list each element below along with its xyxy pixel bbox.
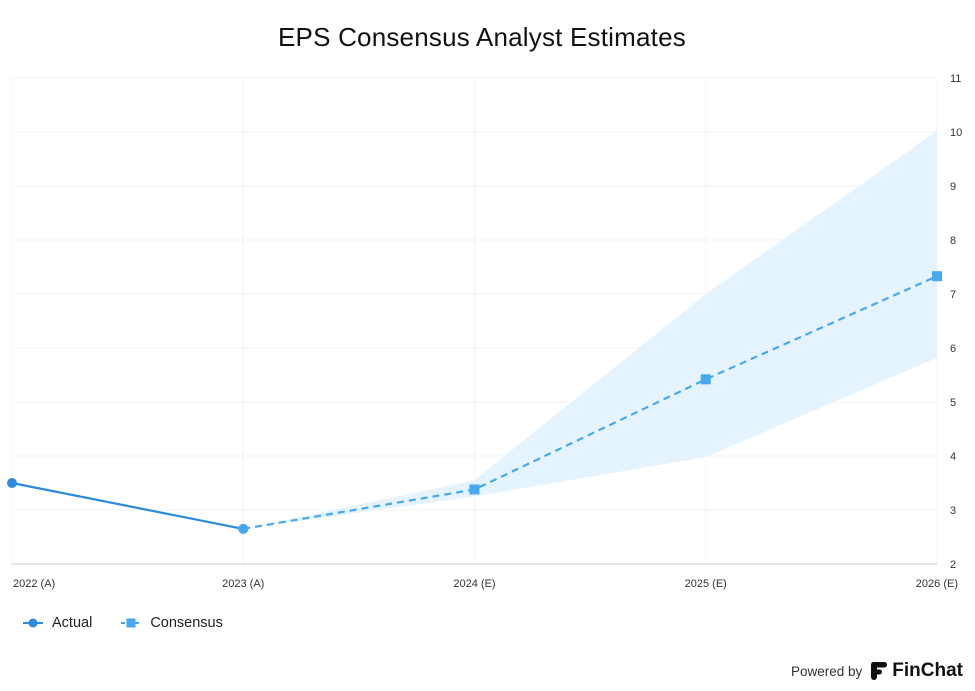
legend-actual-label: Actual <box>52 615 93 631</box>
finchat-logo[interactable]: FinChat <box>870 660 963 682</box>
series-line-actual <box>11 481 244 530</box>
x-tick-label-2: 2024 (E) <box>453 578 495 590</box>
y-tick-label-3: 5 <box>950 397 956 409</box>
data-point-consensus-2[interactable] <box>469 484 480 495</box>
x-tick-label-1: 2023 (A) <box>222 578 264 590</box>
legend-actual-icon <box>23 618 43 628</box>
y-tick-label-4: 6 <box>950 343 956 355</box>
finchat-logo-icon <box>871 662 888 680</box>
legend-item-actual[interactable]: Actual <box>22 615 92 631</box>
series-line-consensus <box>243 275 938 530</box>
y-tick-label-1: 3 <box>950 505 956 517</box>
x-tick-label-0: 2022 (A) <box>13 578 55 590</box>
legend-consensus-label: Consensus <box>150 615 223 631</box>
legend-consensus-icon <box>121 618 142 628</box>
data-point-consensus-3[interactable] <box>700 374 711 385</box>
powered-by: Powered by FinChat <box>791 660 963 682</box>
data-point-consensus-4[interactable] <box>932 271 942 282</box>
y-tick-label-2: 4 <box>950 451 956 463</box>
y-tick-label-0: 2 <box>950 559 956 571</box>
y-tick-label-5: 7 <box>950 289 956 301</box>
powered-by-text: Powered by <box>790 663 863 679</box>
chart-legend: Actual Consensus <box>22 615 223 631</box>
legend-item-consensus[interactable]: Consensus <box>120 615 223 631</box>
y-tick-label-9: 11 <box>950 73 961 85</box>
x-tick-label-4: 2026 (E) <box>916 578 958 590</box>
finchat-brand-text: FinChat <box>892 660 963 681</box>
y-tick-label-6: 8 <box>950 235 956 247</box>
y-tick-label-7: 9 <box>950 181 956 193</box>
eps-chart: 2 3 4 5 6 7 8 9 10 11 2022 (A) 2023 (A) 2024 (E) 2025… <box>7 73 962 590</box>
data-point-consensus-start[interactable] <box>238 523 249 534</box>
data-point-actual-0[interactable] <box>7 478 17 488</box>
chart-title: EPS Consensus Analyst Estimates <box>278 22 686 52</box>
x-tick-label-3: 2025 (E) <box>685 578 727 590</box>
y-tick-label-8: 10 <box>950 127 962 139</box>
estimate-range-band <box>243 130 937 529</box>
